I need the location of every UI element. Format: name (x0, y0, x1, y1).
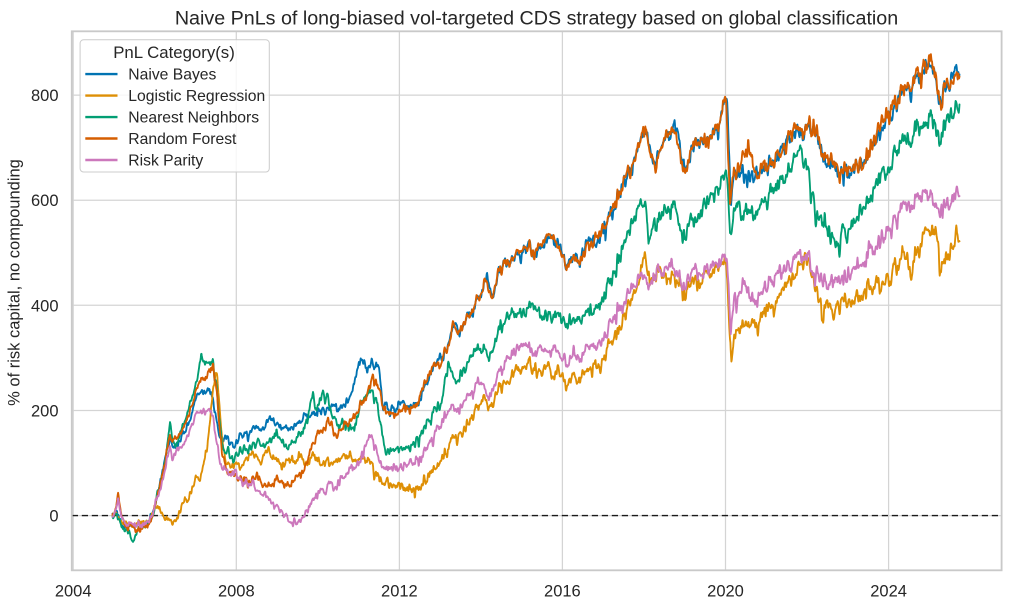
svg-text:% of risk capital, no compound: % of risk capital, no compounding (6, 159, 24, 406)
svg-text:2004: 2004 (55, 583, 92, 601)
svg-text:2016: 2016 (544, 583, 581, 601)
svg-text:800: 800 (31, 87, 59, 105)
svg-text:PnL Category(s): PnL Category(s) (113, 43, 235, 62)
svg-text:200: 200 (31, 403, 59, 421)
svg-text:400: 400 (31, 297, 59, 315)
svg-text:2012: 2012 (381, 583, 418, 601)
svg-text:Logistic Regression: Logistic Regression (128, 88, 265, 105)
svg-text:Nearest Neighbors: Nearest Neighbors (128, 110, 259, 127)
svg-text:600: 600 (31, 192, 59, 210)
svg-text:Naive Bayes: Naive Bayes (128, 67, 216, 84)
svg-text:Risk Parity: Risk Parity (128, 153, 203, 170)
svg-text:2020: 2020 (707, 583, 744, 601)
svg-text:2008: 2008 (218, 583, 255, 601)
svg-text:Random Forest: Random Forest (128, 131, 237, 148)
svg-text:Naive PnLs of long-biased vol-: Naive PnLs of long-biased vol-targeted C… (175, 8, 898, 30)
svg-text:2024: 2024 (870, 583, 907, 601)
svg-text:0: 0 (49, 508, 58, 526)
